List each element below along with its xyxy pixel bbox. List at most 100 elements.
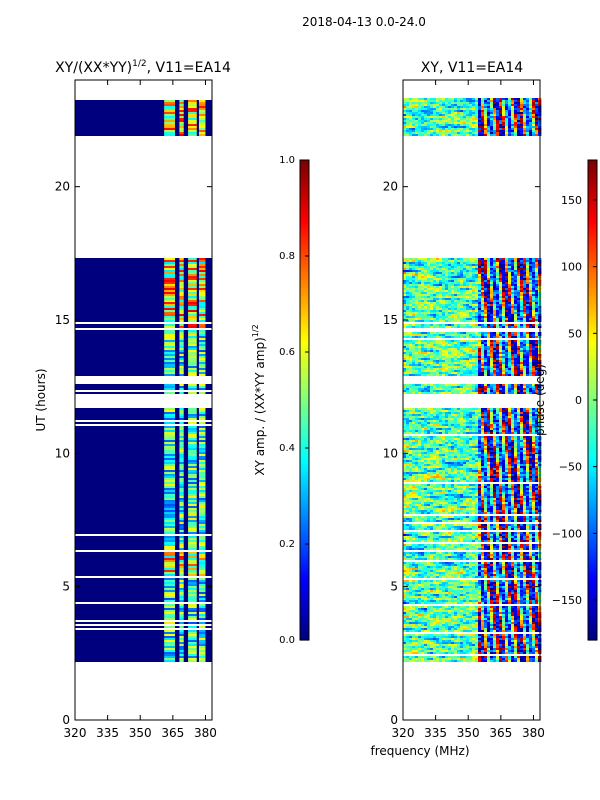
heatmap-cell — [484, 340, 488, 342]
heatmap-cell — [421, 392, 425, 394]
heatmap-row — [75, 520, 212, 522]
heatmap-cell — [179, 658, 184, 660]
heatmap-cell — [484, 260, 488, 262]
heatmap-cell — [164, 494, 176, 496]
heatmap-cell — [179, 326, 184, 328]
colorbar-segment — [300, 540, 309, 545]
heatmap-cell — [523, 280, 527, 282]
heatmap-cell — [418, 106, 422, 108]
heatmap-cell — [198, 512, 206, 514]
heatmap-cell — [164, 650, 176, 652]
heatmap-cell — [454, 310, 458, 312]
heatmap-cell — [508, 334, 512, 336]
heatmap-cell — [532, 336, 536, 338]
colorbar-segment — [300, 408, 309, 413]
heatmap-cell — [427, 346, 431, 348]
heatmap-row — [75, 522, 212, 524]
heatmap-cell — [164, 532, 176, 534]
heatmap-cell — [463, 416, 467, 418]
heatmap-cell — [448, 312, 452, 314]
heatmap-cell — [469, 270, 473, 272]
colorbar-tick-label: 0.8 — [279, 251, 295, 262]
heatmap-cell — [532, 332, 536, 334]
heatmap-cell — [164, 468, 176, 470]
heatmap-cell — [412, 272, 416, 274]
heatmap-cell — [439, 258, 443, 260]
heatmap-cell — [198, 284, 206, 286]
heatmap-cell — [164, 278, 176, 280]
heatmap-cell — [535, 100, 539, 102]
heatmap-cell — [188, 504, 197, 506]
heatmap-cell — [421, 342, 425, 344]
heatmap-cell — [529, 266, 533, 268]
heatmap-cell — [418, 390, 422, 392]
heatmap-cell — [532, 348, 536, 350]
heatmap-cell — [427, 324, 431, 326]
heatmap-cell — [412, 122, 416, 124]
heatmap-cell — [164, 116, 176, 118]
heatmap-cell — [448, 276, 452, 278]
heatmap-cell — [535, 408, 539, 410]
heatmap-cell — [179, 100, 184, 102]
heatmap-cell — [460, 384, 464, 386]
heatmap-cell — [403, 120, 407, 122]
heatmap-cell — [526, 374, 530, 376]
heatmap-cell — [454, 388, 458, 390]
heatmap-cell — [529, 276, 533, 278]
heatmap-cell — [188, 114, 197, 116]
heatmap-cell — [442, 266, 446, 268]
heatmap-cell — [487, 134, 491, 136]
colorbar-segment — [300, 568, 309, 573]
heatmap-cell — [466, 412, 470, 414]
heatmap-cell — [493, 364, 497, 366]
heatmap-cell — [179, 316, 184, 318]
heatmap-cell — [188, 270, 197, 272]
heatmap-cell — [499, 124, 503, 126]
heatmap-cell — [469, 310, 473, 312]
heatmap-cell — [463, 296, 467, 298]
heatmap-cell — [412, 112, 416, 114]
heatmap-cell — [529, 298, 533, 300]
heatmap-cell — [430, 352, 434, 354]
heatmap-cell — [412, 302, 416, 304]
heatmap-cell — [496, 278, 500, 280]
heatmap-cell — [496, 112, 500, 114]
heatmap-cell — [472, 326, 476, 328]
heatmap-cell — [179, 260, 184, 262]
heatmap-cell — [427, 304, 431, 306]
heatmap-row — [75, 270, 212, 272]
heatmap-cell — [529, 100, 533, 102]
heatmap-cell — [481, 412, 485, 414]
heatmap-cell — [164, 470, 176, 472]
heatmap-cell — [451, 374, 455, 376]
heatmap-cell — [457, 102, 461, 104]
heatmap-cell — [517, 350, 521, 352]
heatmap-cell — [523, 384, 527, 386]
heatmap-cell — [164, 368, 176, 370]
heatmap-cell — [198, 584, 206, 586]
heatmap-cell — [198, 270, 206, 272]
heatmap-cell — [502, 412, 506, 414]
heatmap-cell — [487, 306, 491, 308]
heatmap-row — [75, 584, 212, 586]
heatmap-cell — [490, 282, 494, 284]
heatmap-cell — [466, 312, 470, 314]
heatmap-cell — [526, 304, 530, 306]
heatmap-cell — [421, 356, 425, 358]
heatmap-cell — [502, 360, 506, 362]
heatmap-cell — [424, 374, 428, 376]
heatmap-cell — [409, 308, 413, 310]
heatmap-cell — [532, 326, 536, 328]
heatmap-cell — [487, 300, 491, 302]
right-heatmap — [403, 98, 542, 662]
heatmap-cell — [475, 278, 479, 280]
heatmap-cell — [475, 410, 479, 412]
heatmap-cell — [442, 112, 446, 114]
heatmap-cell — [511, 318, 515, 320]
heatmap-cell — [409, 292, 413, 294]
heatmap-cell — [526, 296, 530, 298]
heatmap-cell — [164, 506, 176, 508]
heatmap-cell — [427, 286, 431, 288]
heatmap-cell — [421, 124, 425, 126]
heatmap-cell — [424, 130, 428, 132]
